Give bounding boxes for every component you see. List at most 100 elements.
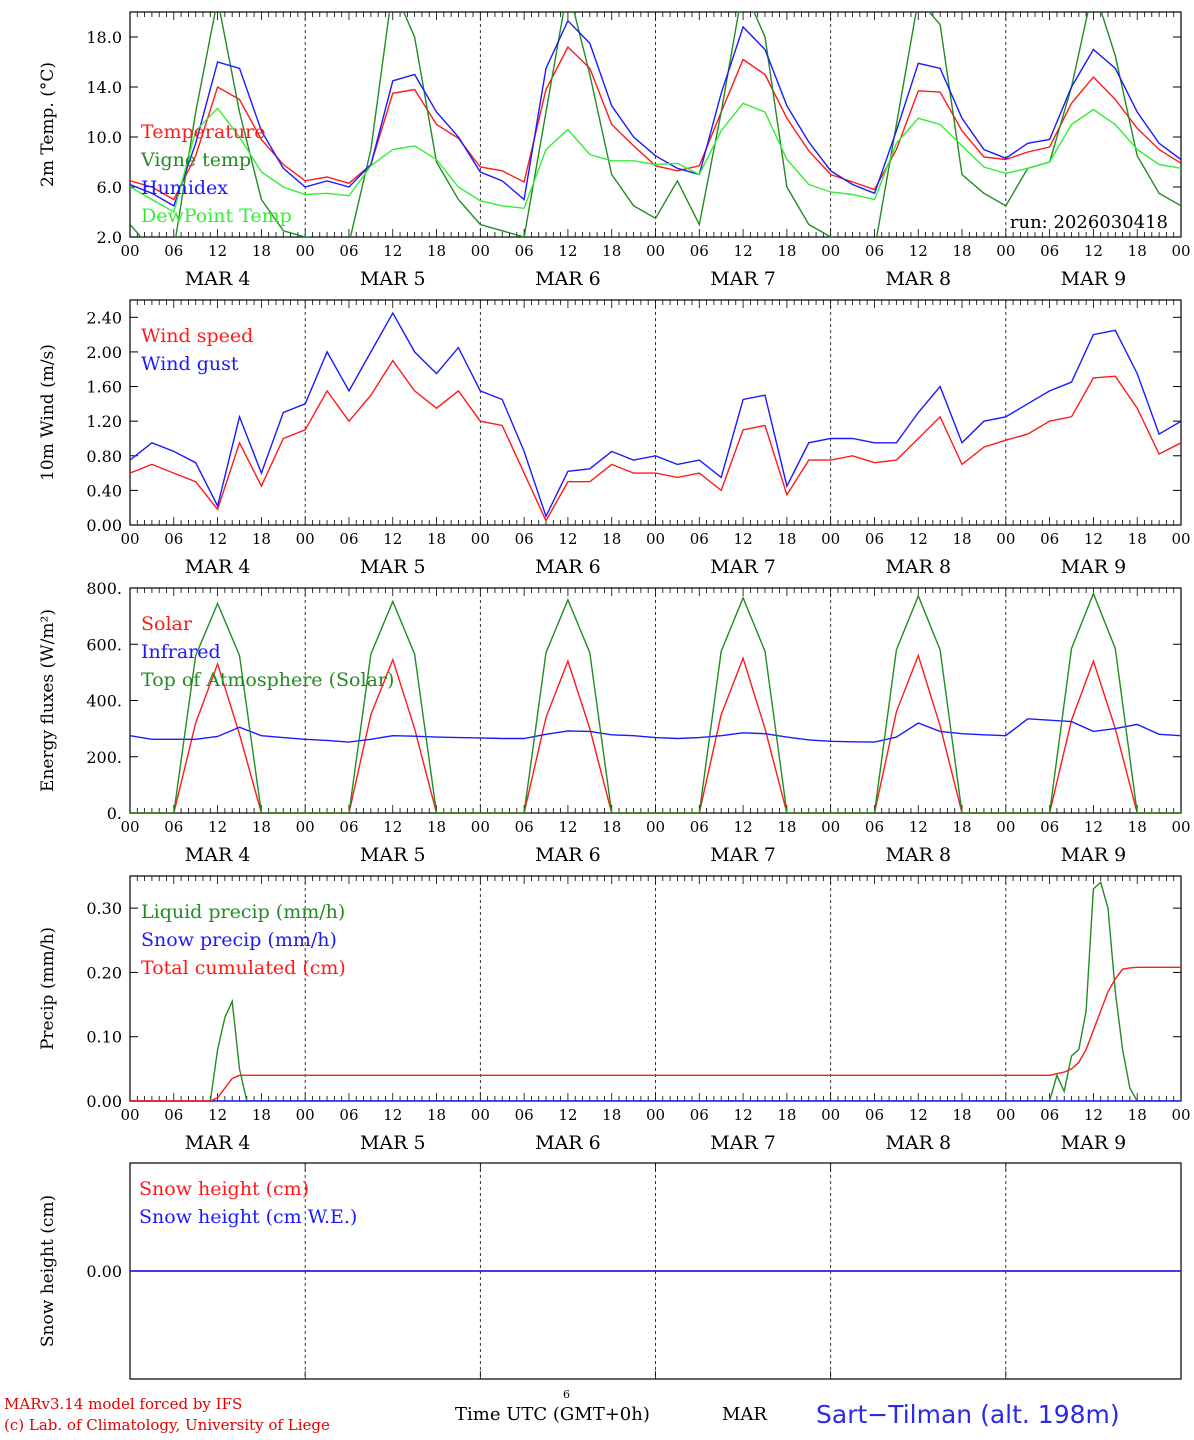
x-hour-label: 12 [734,818,753,836]
x-hour-label: 06 [1040,242,1059,260]
x-hour-label: 18 [952,1106,971,1124]
x-hour-label: 00 [1171,530,1190,548]
x-hour-label: 06 [865,530,884,548]
x-hour-label: 06 [690,818,709,836]
x-hour-label: 18 [1128,818,1147,836]
x-hour-label: 00 [646,1106,665,1124]
x-hour-label: 06 [1040,818,1059,836]
y-tick-label: 2.40 [86,308,122,327]
x-hour-label: 12 [208,1106,227,1124]
x-day-label: MAR 4 [185,844,251,866]
x-hour-label: 00 [296,1106,315,1124]
x-hour-label: 12 [1084,1106,1103,1124]
y-tick-label: 6.0 [97,178,122,197]
x-hour-label: 00 [646,530,665,548]
y-tick-label: 0. [107,804,122,823]
x-hour-label: 12 [383,1106,402,1124]
x-hour-label: 18 [952,818,971,836]
x-hour-label: 06 [1040,530,1059,548]
series-line-humidex [130,19,1181,207]
x-day-label: MAR 7 [710,1132,776,1154]
x-hour-label: 00 [296,818,315,836]
x-hour-label: 06 [164,1106,183,1124]
x-hour-label: 06 [339,818,358,836]
x-hour-label: 06 [690,530,709,548]
x-hour-label: 18 [1128,530,1147,548]
x-hour-label: 18 [252,242,271,260]
x-hour-label: 12 [1084,530,1103,548]
legend-entry: Total cumulated (cm) [141,957,346,979]
x-hour-label: 12 [1084,242,1103,260]
plot-frame [129,587,1182,814]
x-hour-label: 18 [252,1106,271,1124]
x-hour-label: 06 [164,242,183,260]
station-name: Sart−Tilman (alt. 198m) [816,1400,1120,1429]
y-tick-label: 0.80 [86,447,122,466]
y-tick-label: 0.40 [86,481,122,500]
x-hour-label: 00 [1171,242,1190,260]
x-hour-label: 12 [383,530,402,548]
x-hour-label: 12 [734,530,753,548]
footer-day-number: 6 [563,1388,570,1401]
x-hour-label: 06 [339,1106,358,1124]
footer-month: MAR [722,1404,767,1425]
x-hour-label: 00 [821,1106,840,1124]
x-day-label: MAR 6 [535,268,601,290]
x-hour-label: 12 [558,818,577,836]
x-hour-label: 00 [120,530,139,548]
x-hour-label: 12 [909,1106,928,1124]
x-hour-label: 00 [471,818,490,836]
legend-entry: Infrared [141,641,221,663]
x-day-label: MAR 5 [360,844,426,866]
x-hour-label: 06 [515,818,534,836]
y-tick-label: 0.00 [86,1092,122,1111]
series-line-dewpoint-temp [130,102,1181,214]
x-hour-label: 00 [471,530,490,548]
x-day-label: MAR 6 [535,844,601,866]
x-day-label: MAR 8 [885,268,951,290]
panel-3: 0. 200. 400. 600. 800. Energy fluxes (W/m²) So… [38,579,1191,866]
x-hour-label: 00 [996,530,1015,548]
legend-entry: Temperature [141,121,265,143]
x-hour-label: 18 [602,242,621,260]
x-hour-label: 00 [120,242,139,260]
x-hour-label: 00 [821,818,840,836]
x-hour-label: 00 [996,1106,1015,1124]
x-hour-label: 06 [690,1106,709,1124]
x-hour-label: 12 [383,818,402,836]
x-hour-label: 12 [208,818,227,836]
y-tick-label: 1.60 [86,378,122,397]
x-hour-label: 18 [952,242,971,260]
x-hour-label: 00 [996,818,1015,836]
legend-entry: Snow height (cm) [139,1178,309,1200]
x-day-label: MAR 4 [185,268,251,290]
x-hour-label: 12 [208,530,227,548]
panel-2: 0.00 0.40 0.80 1.20 1.60 2.00 2.40 10m Wind (m/… [38,299,1191,578]
x-hour-label: 18 [427,1106,446,1124]
x-day-label: MAR 7 [710,556,776,578]
y-tick-label: 14.0 [86,78,122,97]
legend-entry: DewPoint Temp [141,205,292,227]
legend-entry: Wind speed [141,325,253,347]
x-hour-label: 00 [821,530,840,548]
x-hour-label: 18 [427,242,446,260]
x-day-label: MAR 7 [710,844,776,866]
x-hour-label: 00 [471,242,490,260]
x-day-label: MAR 8 [885,556,951,578]
x-hour-label: 06 [515,530,534,548]
x-hour-label: 00 [646,818,665,836]
x-day-label: MAR 9 [1061,1132,1127,1154]
x-hour-label: 00 [996,242,1015,260]
run-annotation: run: 2026030418 [1010,212,1168,233]
legend-entry: Vigne temp [140,149,251,171]
legend-entry: Solar [141,613,193,635]
x-hour-label: 06 [339,530,358,548]
x-hour-label: 12 [909,530,928,548]
x-hour-label: 00 [296,530,315,548]
x-hour-label: 00 [646,242,665,260]
y-tick-label: 200. [86,748,122,767]
x-day-label: MAR 6 [535,556,601,578]
x-hour-label: 18 [427,530,446,548]
y-tick-label: 2.00 [86,343,122,362]
x-hour-label: 12 [734,242,753,260]
